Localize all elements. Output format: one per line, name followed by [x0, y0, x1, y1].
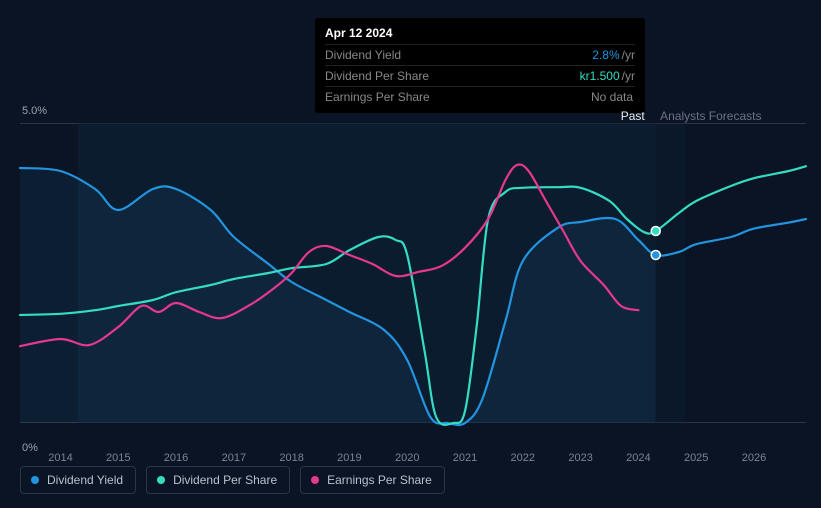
tooltip-row-value: 2.8%/yr	[592, 48, 635, 62]
tooltip-row: Dividend Per Share kr1.500/yr	[325, 65, 635, 86]
chart-legend: Dividend Yield Dividend Per Share Earnings…	[20, 466, 445, 494]
x-axis-label: 2015	[106, 452, 130, 464]
legend-dot-icon	[311, 476, 319, 484]
x-axis-label: 2020	[395, 452, 419, 464]
x-axis-label: 2025	[684, 452, 708, 464]
legend-item-earnings-per-share[interactable]: Earnings Per Share	[300, 466, 445, 494]
x-axis-label: 2024	[626, 452, 650, 464]
x-axis-label: 2021	[453, 452, 477, 464]
tooltip-date: Apr 12 2024	[325, 24, 635, 44]
legend-dot-icon	[31, 476, 39, 484]
series-marker	[651, 251, 660, 260]
x-axis-label: 2019	[337, 452, 361, 464]
chart-svg	[20, 123, 806, 423]
x-axis-label: 2023	[568, 452, 592, 464]
series-marker	[651, 227, 660, 236]
x-axis-label: 2017	[222, 452, 246, 464]
legend-item-dividend-per-share[interactable]: Dividend Per Share	[146, 466, 290, 494]
region-label-past: Past	[621, 109, 645, 123]
x-axis-label: 2016	[164, 452, 188, 464]
x-axis-label: 2018	[279, 452, 303, 464]
tooltip-row-label: Dividend Per Share	[325, 69, 429, 83]
legend-item-label: Dividend Yield	[47, 473, 123, 487]
tooltip-row-value: kr1.500/yr	[580, 69, 635, 83]
legend-item-label: Dividend Per Share	[173, 473, 277, 487]
x-axis-label: 2022	[511, 452, 535, 464]
legend-item-label: Earnings Per Share	[327, 473, 432, 487]
dividend-chart: 5.0% 0% Past Analysts Forecasts 20142015…	[20, 95, 806, 448]
region-label-forecast: Analysts Forecasts	[660, 109, 761, 123]
tooltip-row: Dividend Yield 2.8%/yr	[325, 44, 635, 65]
legend-item-dividend-yield[interactable]: Dividend Yield	[20, 466, 136, 494]
x-axis-label: 2014	[48, 452, 72, 464]
y-axis-label-max: 5.0%	[22, 105, 47, 117]
chart-plot-area[interactable]	[20, 123, 806, 423]
x-axis-label: 2026	[742, 452, 766, 464]
tooltip-row-label: Dividend Yield	[325, 48, 401, 62]
legend-dot-icon	[157, 476, 165, 484]
